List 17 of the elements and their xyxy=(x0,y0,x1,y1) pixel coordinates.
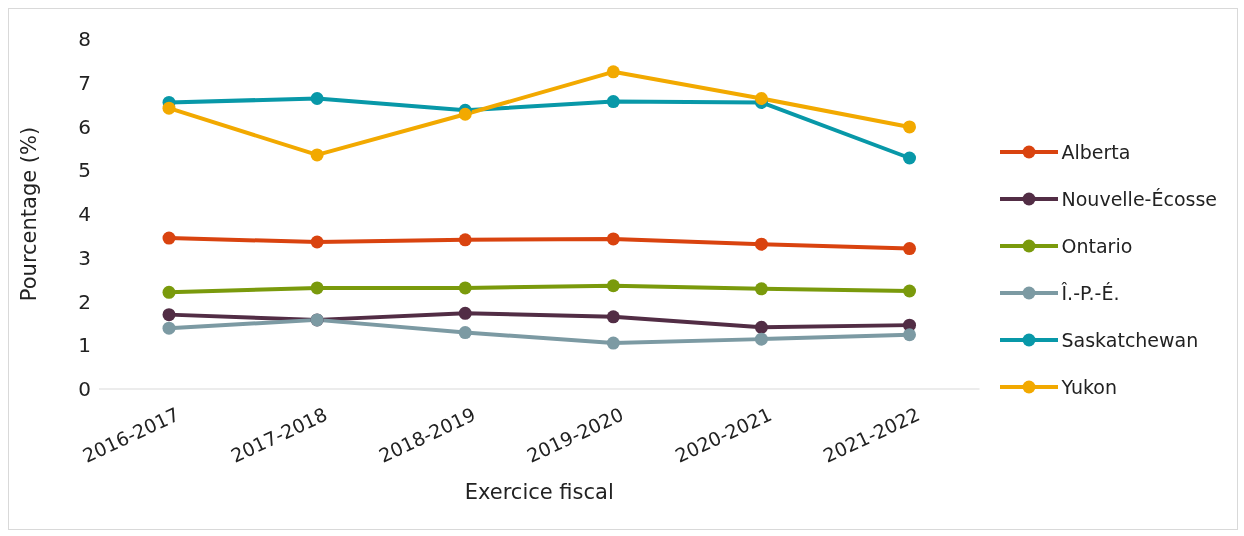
y-tick-label: 2 xyxy=(78,289,91,314)
legend-label: Alberta xyxy=(1061,140,1131,163)
y-tick-label: 8 xyxy=(78,27,91,52)
legend-label: Yukon xyxy=(1061,375,1117,398)
y-tick-label: 1 xyxy=(78,333,91,358)
y-tick-label: 6 xyxy=(78,114,91,139)
y-tick-label: 3 xyxy=(78,245,91,270)
y-tick-label: 0 xyxy=(78,377,91,402)
legend-label: Ontario xyxy=(1061,234,1133,257)
legend-label: Nouvelle-Écosse xyxy=(1061,187,1217,210)
y-axis-title: Pourcentage (%) xyxy=(17,126,42,302)
y-tick-label: 4 xyxy=(78,202,91,227)
y-tick-label: 5 xyxy=(78,158,91,183)
legend-label: Saskatchewan xyxy=(1061,328,1199,351)
legend-label: Î.-P.-É. xyxy=(1061,281,1120,304)
y-tick-label: 7 xyxy=(78,70,91,95)
x-axis-title: Exercice fiscal xyxy=(464,480,614,504)
